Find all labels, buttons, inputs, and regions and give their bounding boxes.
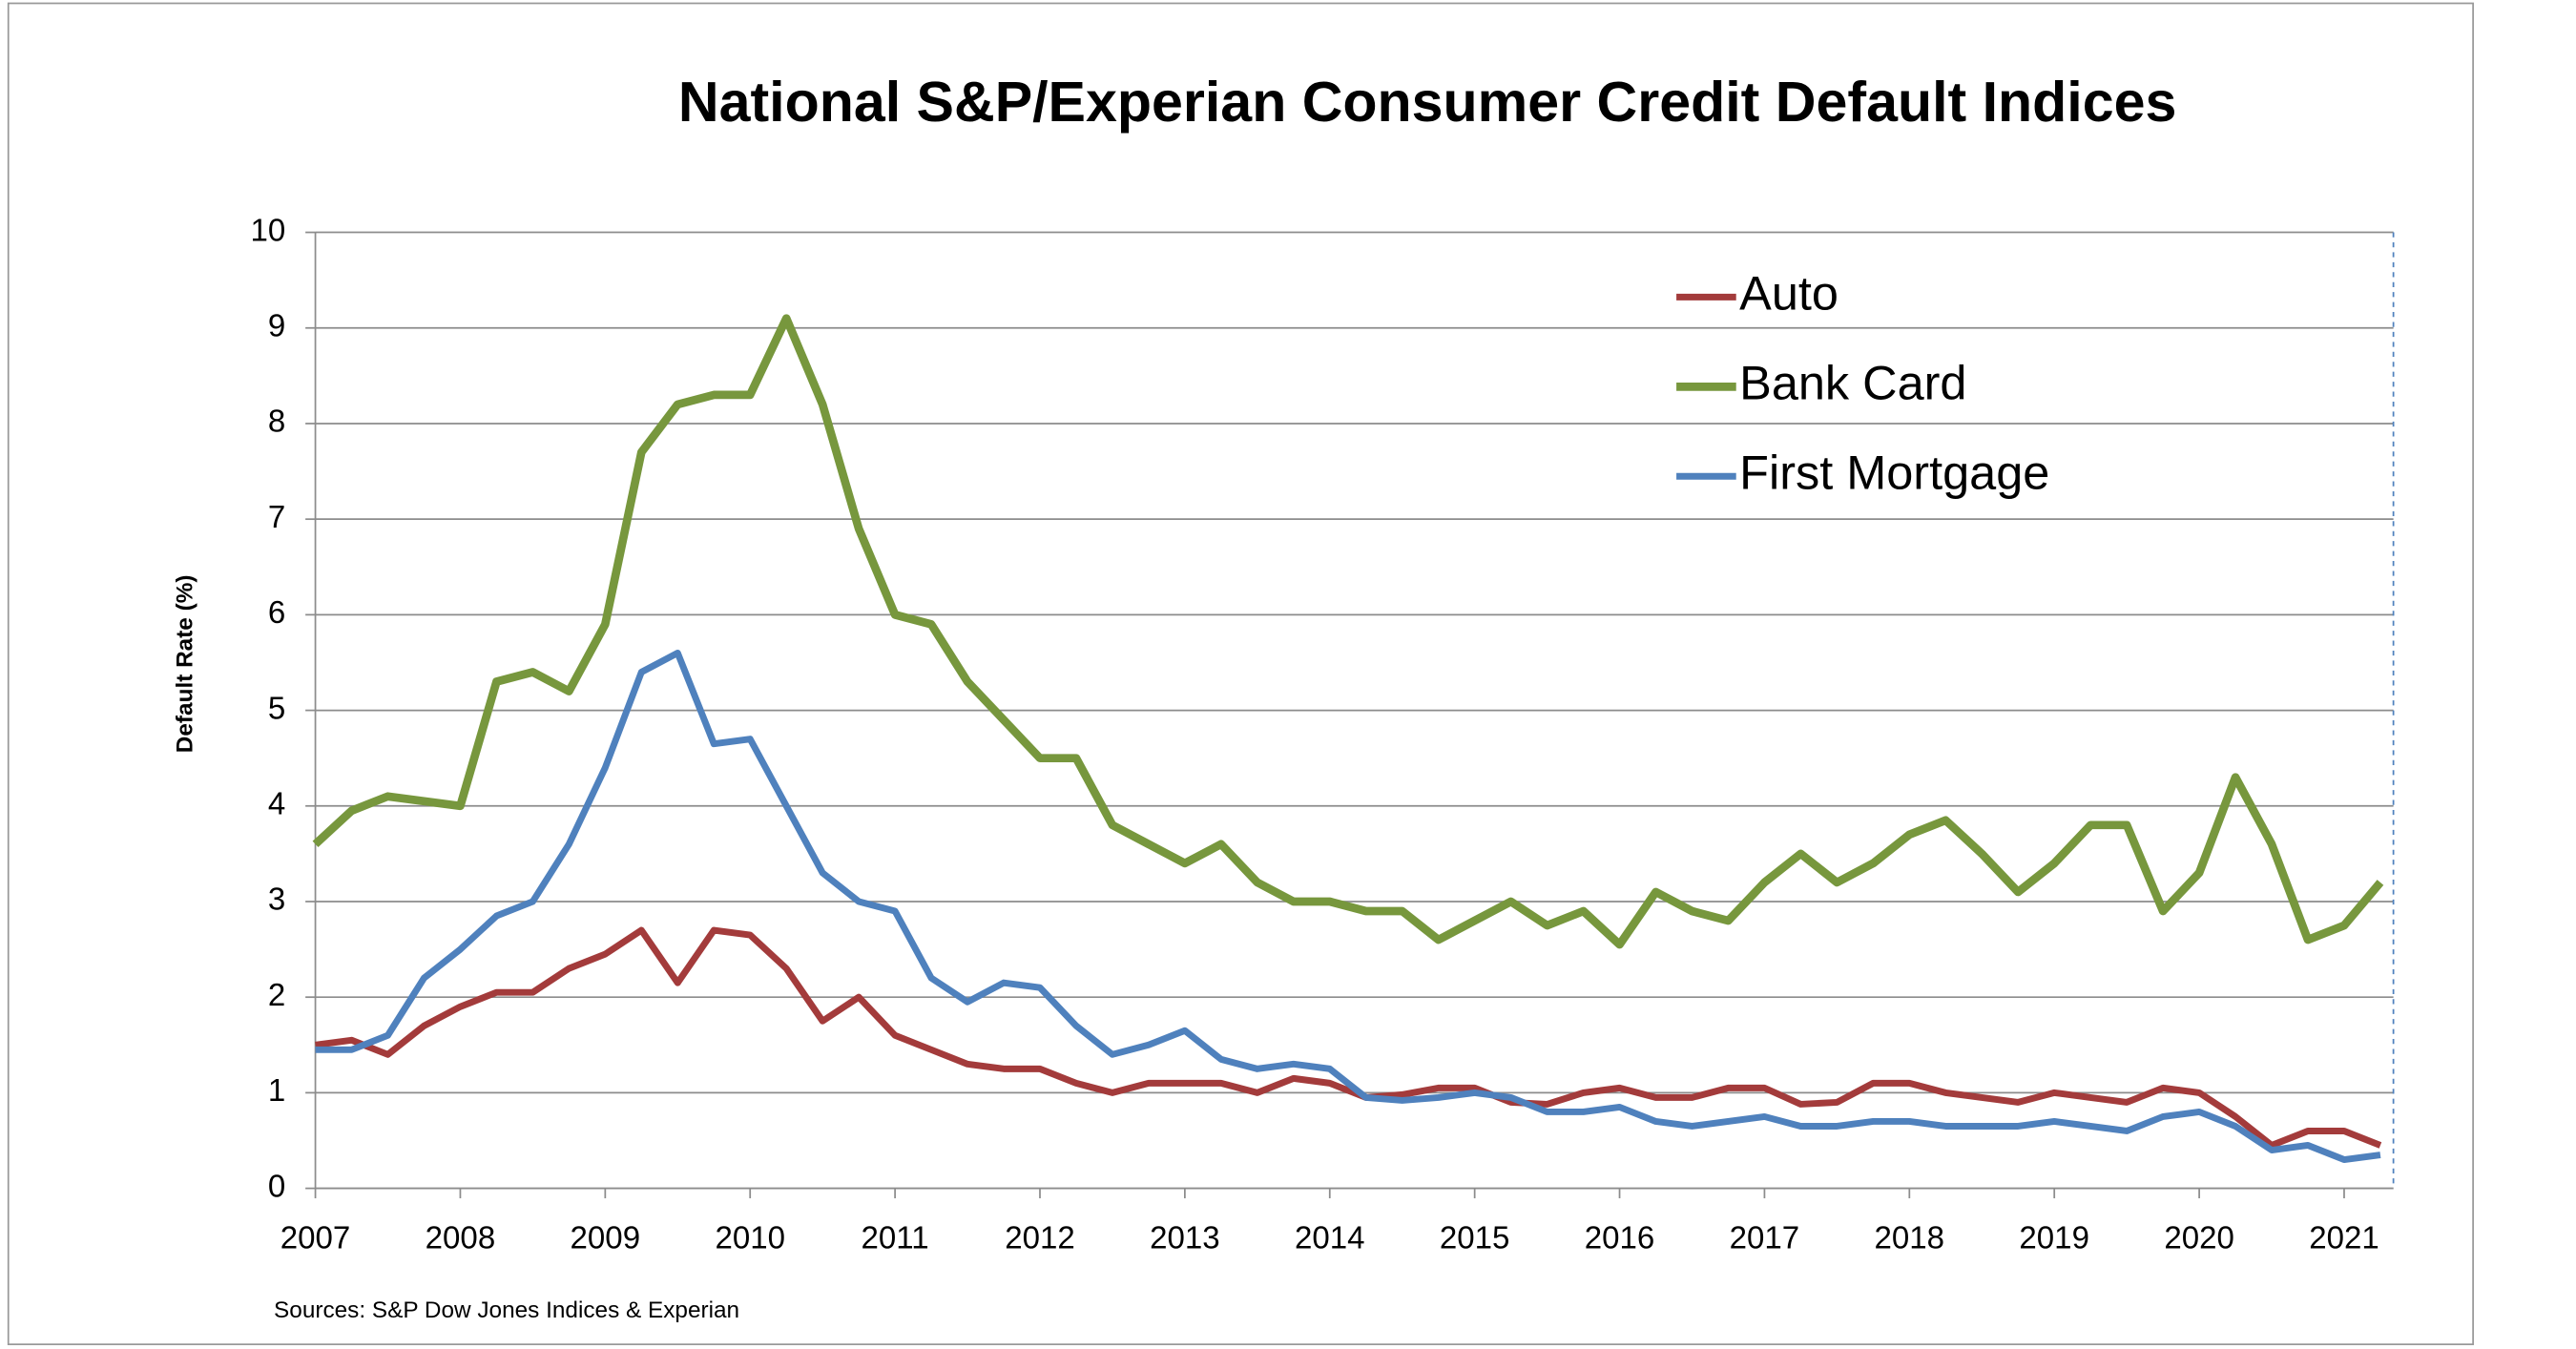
x-tick-label: 2017: [1730, 1220, 1800, 1256]
legend-label: Auto: [1739, 266, 1839, 321]
series-line: [312, 314, 2384, 949]
chart-title: National S&P/Experian Consumer Credit De…: [678, 70, 2176, 134]
y-tick-label: 2: [268, 978, 285, 1013]
x-tick-label: 2008: [426, 1220, 496, 1256]
x-tick-label: 2007: [280, 1220, 351, 1256]
y-tick-label: 7: [268, 500, 285, 535]
x-tick-label: 2011: [862, 1220, 929, 1256]
y-tick-label: 1: [268, 1073, 285, 1109]
x-tick-label: 2013: [1150, 1220, 1220, 1256]
y-tick-label: 8: [268, 405, 285, 440]
y-tick-label: 6: [268, 595, 285, 631]
y-tick-label: 3: [268, 882, 285, 918]
y-tick-label: 5: [268, 691, 285, 726]
series-line: [315, 926, 2382, 1149]
x-tick-label: 2018: [1875, 1220, 1945, 1256]
x-tick-label: 2019: [2019, 1220, 2089, 1256]
legend-label: First Mortgage: [1739, 446, 2049, 500]
source-note: Sources: S&P Dow Jones Indices & Experia…: [274, 1297, 739, 1323]
x-tick-label: 2021: [2309, 1220, 2379, 1256]
x-tick-label: 2016: [1585, 1220, 1655, 1256]
y-tick-label: 4: [268, 787, 285, 822]
y-tick-label: 9: [268, 308, 285, 343]
y-tick-label: 0: [268, 1169, 285, 1204]
x-tick-label: 2010: [715, 1220, 785, 1256]
x-tick-label: 2009: [571, 1220, 641, 1256]
y-axis-label: Default Rate (%): [172, 575, 197, 754]
y-tick-label: 10: [250, 213, 285, 248]
x-tick-label: 2020: [2164, 1220, 2234, 1256]
x-tick-label: 2012: [1005, 1220, 1075, 1256]
legend-label: Bank Card: [1739, 356, 1966, 410]
series-line: [315, 649, 2381, 1164]
chart-frame: [7, 2, 2474, 1345]
x-tick-label: 2014: [1295, 1220, 1365, 1256]
x-tick-label: 2015: [1440, 1220, 1510, 1256]
